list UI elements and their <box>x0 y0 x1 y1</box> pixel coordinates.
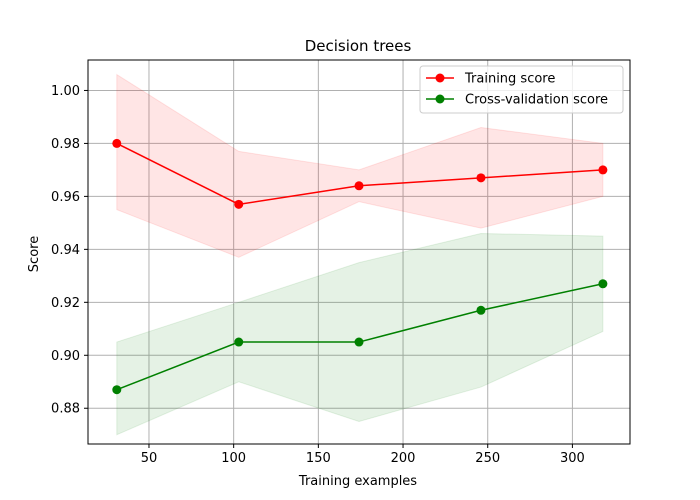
legend-label-0: Training score <box>464 72 555 87</box>
x-tick-label: 50 <box>141 451 158 466</box>
score-band-1 <box>116 232 604 436</box>
y-axis-ticks: 0.88 0.90 0.92 0.94 0.96 0.98 1.00 <box>51 84 88 417</box>
score-band-0 <box>116 73 604 258</box>
chart-title: Decision trees <box>305 37 412 55</box>
data-point <box>476 173 486 183</box>
score-bands <box>116 73 604 436</box>
data-point <box>234 337 244 347</box>
y-tick-label: 0.98 <box>51 137 80 152</box>
legend: Training score Cross-validation score <box>419 65 624 114</box>
data-point <box>112 385 122 395</box>
x-tick-label: 250 <box>475 451 500 466</box>
data-point <box>112 138 122 148</box>
x-tick-label: 300 <box>560 451 585 466</box>
data-point <box>354 181 364 191</box>
data-point <box>598 165 608 175</box>
x-tick-label: 150 <box>306 451 331 466</box>
legend-marker-0 <box>435 73 445 83</box>
plot-frame <box>87 59 631 445</box>
y-tick-label: 0.92 <box>51 296 80 311</box>
legend-box <box>419 65 624 114</box>
y-tick-label: 0.90 <box>51 349 80 364</box>
series-points <box>112 138 608 395</box>
y-axis-label: Score <box>27 236 42 272</box>
x-tick-label: 200 <box>391 451 416 466</box>
y-tick-label: 1.00 <box>51 84 80 99</box>
data-point <box>598 279 608 289</box>
y-tick-label: 0.96 <box>51 190 80 205</box>
y-tick-label: 0.88 <box>51 402 80 417</box>
legend-marker-1 <box>435 94 445 104</box>
x-axis-label: Training examples <box>298 474 417 489</box>
data-point <box>476 305 486 315</box>
legend-label-1: Cross-validation score <box>465 93 608 108</box>
y-tick-label: 0.94 <box>51 243 80 258</box>
x-tick-label: 100 <box>221 451 246 466</box>
data-point <box>354 337 364 347</box>
data-point <box>234 199 244 209</box>
x-axis-ticks: 50 100 150 200 250 300 <box>141 444 585 466</box>
